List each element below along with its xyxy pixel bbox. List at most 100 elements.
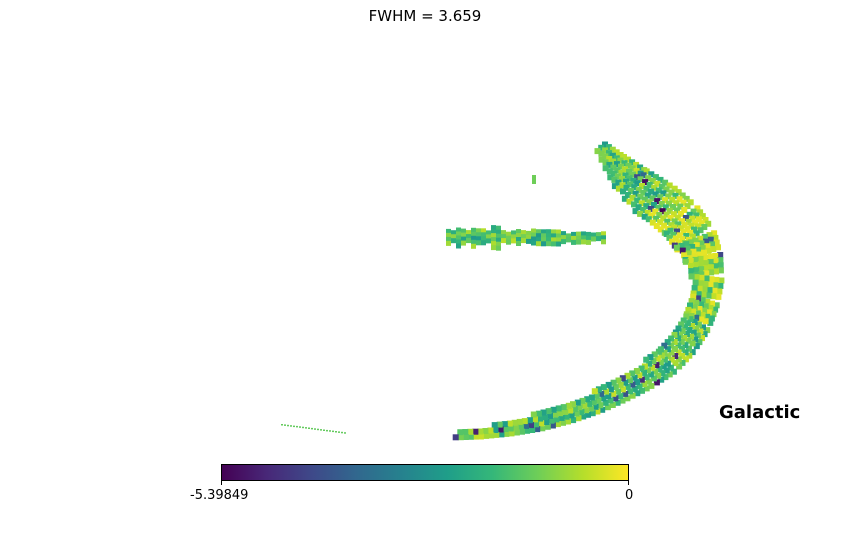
arc-pixel xyxy=(711,287,718,294)
streak-pixel xyxy=(576,235,581,241)
arc-pixel xyxy=(615,179,622,186)
arc-pixel xyxy=(621,195,628,202)
arc-pixel xyxy=(554,421,561,428)
arc-pixel xyxy=(663,231,670,237)
streak-pixel xyxy=(461,236,466,242)
arc-pixel xyxy=(666,234,673,241)
streak-pixel xyxy=(561,231,566,237)
arc-pixel xyxy=(493,431,500,438)
arc-pixel xyxy=(666,207,673,214)
streak-pixel xyxy=(541,237,546,243)
arc-pixel xyxy=(646,199,653,206)
streak-pixel xyxy=(456,235,461,241)
arc-pixel xyxy=(627,181,633,188)
arc-pixel xyxy=(629,194,636,201)
streak-pixel xyxy=(566,233,571,239)
arc-pixel xyxy=(670,211,677,218)
arc-pixel xyxy=(652,208,659,215)
tail-pixel xyxy=(335,431,337,433)
arc-pixel xyxy=(650,375,657,382)
streak-pixel xyxy=(496,241,501,247)
arc-pixel xyxy=(535,410,542,417)
arc-pixel xyxy=(683,241,690,248)
arc-pixel xyxy=(592,403,599,410)
arc-pixel xyxy=(631,385,638,392)
arc-pixel xyxy=(671,339,678,345)
arc-pixel xyxy=(565,418,571,425)
arc-pixel xyxy=(705,292,712,299)
tail-pixel xyxy=(326,429,328,432)
arc-pixel xyxy=(672,360,679,367)
arc-pixel xyxy=(664,339,671,346)
arc-pixel xyxy=(688,268,695,275)
arc-pixel xyxy=(613,155,620,162)
arc-pixel xyxy=(641,381,648,387)
arc-pixel xyxy=(713,276,720,283)
arc-pixel xyxy=(631,201,637,208)
arc-pixel xyxy=(614,399,621,406)
arc-pixel xyxy=(621,160,628,167)
streak-pixel xyxy=(491,229,496,235)
arc-pixel xyxy=(675,356,682,363)
arc-pixel xyxy=(643,203,650,210)
arc-pixel xyxy=(707,281,714,288)
arc-pixel xyxy=(697,328,704,335)
arc-pixel xyxy=(687,199,694,206)
arc-pixel xyxy=(609,152,616,159)
arc-pixel xyxy=(653,215,660,222)
arc-pixel xyxy=(583,407,590,414)
arc-pixel xyxy=(682,324,689,331)
tail-pixel xyxy=(290,425,292,427)
arc-pixel xyxy=(698,271,705,278)
arc-pixel xyxy=(593,392,600,399)
arc-pixel xyxy=(633,368,640,374)
arc-pixel xyxy=(671,185,678,192)
arc-pixel xyxy=(618,163,624,170)
arc-pixel xyxy=(648,188,655,195)
arc-pixel xyxy=(701,331,708,338)
arc-pixel xyxy=(699,213,706,220)
arc-pixel xyxy=(691,319,698,325)
arc-pixel xyxy=(611,183,618,190)
arc-pixel xyxy=(605,144,612,151)
streak-pixel xyxy=(481,228,486,234)
arc-pixel xyxy=(646,181,653,188)
arc-pixel xyxy=(717,267,724,274)
arc-pixel xyxy=(575,415,582,422)
arc-pixel xyxy=(694,332,701,339)
tail-pixel xyxy=(320,429,322,431)
arc-pixel xyxy=(696,306,703,312)
arc-pixel xyxy=(707,236,714,243)
arc-pixel xyxy=(611,176,618,183)
arc-pixel xyxy=(594,148,601,155)
arc-pixel xyxy=(533,421,540,428)
arc-pixel xyxy=(683,313,690,320)
arc-pixel xyxy=(707,253,714,260)
arc-pixel xyxy=(686,211,693,218)
arc-pixel xyxy=(598,390,605,397)
arc-pixel xyxy=(666,200,672,207)
arc-pixel xyxy=(688,273,695,280)
arc-pixel xyxy=(632,208,639,215)
arc-pixel xyxy=(630,177,637,184)
arc-pixel xyxy=(703,275,710,282)
arc-pixel xyxy=(665,193,672,200)
arc-pixel xyxy=(580,413,587,420)
arc-pixel xyxy=(675,342,682,349)
arc-pixel xyxy=(702,318,709,325)
arc-pixel xyxy=(712,282,719,289)
arc-pixel xyxy=(675,325,682,332)
arc-pixel xyxy=(643,374,650,381)
arc-pixel xyxy=(588,394,595,401)
arc-pixel xyxy=(544,423,551,430)
arc-pixel xyxy=(637,193,644,200)
arc-pixel xyxy=(631,184,638,191)
arc-pixel xyxy=(696,339,703,346)
streak-pixel xyxy=(521,230,526,236)
arc-pixel xyxy=(598,156,605,163)
arc-pixel xyxy=(610,158,617,165)
arc-pixel xyxy=(655,204,662,211)
arc-pixel xyxy=(595,386,602,393)
arc-pixel xyxy=(617,157,624,164)
arc-pixel xyxy=(701,249,707,256)
